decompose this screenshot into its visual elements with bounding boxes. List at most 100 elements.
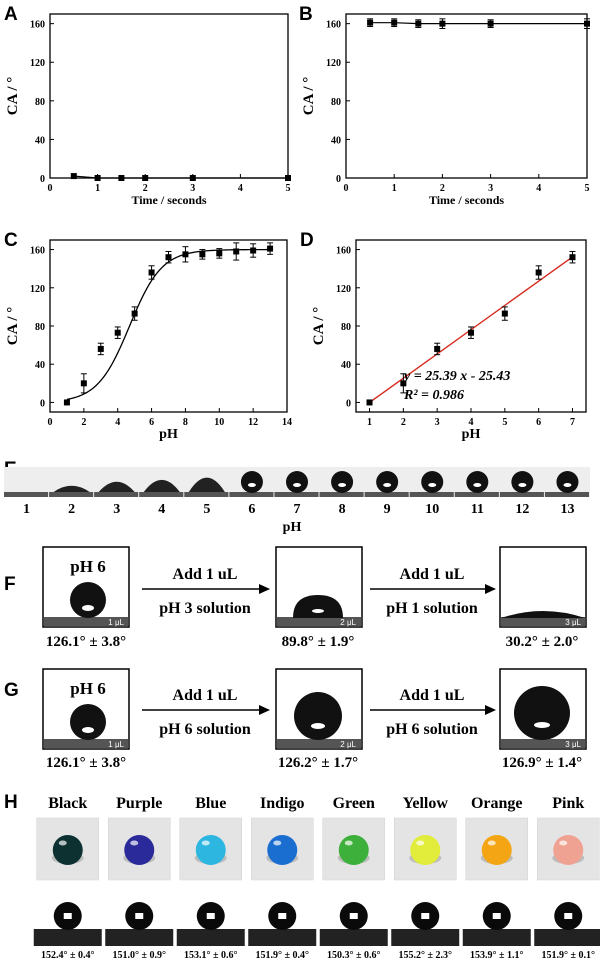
e-droplet-glare	[518, 483, 527, 487]
f-droplet-1-glare	[82, 605, 94, 611]
data-point	[468, 329, 474, 336]
h-substrate	[105, 929, 174, 946]
data-point	[367, 19, 374, 26]
e-droplet-glare	[563, 483, 572, 487]
h-droplet	[553, 835, 584, 865]
data-point	[391, 19, 398, 26]
chart-c: 0 2 4 6 8 10 12 14 0 40 80 120 160 pH CA / °	[5, 239, 292, 442]
y-tick-label: 0	[40, 398, 45, 409]
h-angle-label: 153.1° ± 0.6°	[184, 950, 238, 961]
x-tick-label: 5	[585, 183, 590, 194]
h-color-name: Purple	[116, 795, 162, 812]
data-point	[366, 399, 373, 406]
panel-g-sequence: pH 6 1 μL 126.1° ± 3.8° Add 1 uL pH 6 so…	[42, 668, 587, 771]
data-point	[501, 310, 508, 317]
x-tick-label: 8	[183, 417, 188, 428]
data-point	[114, 329, 121, 336]
y-tick-label: 40	[35, 135, 45, 146]
f-substrate-3	[501, 617, 585, 626]
h-color-name: Pink	[552, 795, 584, 812]
data-point	[63, 399, 70, 406]
y-tick-label: 0	[346, 398, 351, 409]
x-tick-label: 14	[282, 417, 292, 428]
e-ph-label: 13	[560, 502, 574, 517]
y-tick-label: 40	[331, 135, 341, 146]
e-droplet-glare	[428, 483, 437, 487]
h-profile-glare	[564, 913, 573, 919]
chart-b-frame	[345, 13, 588, 179]
x-tick-label: 10	[214, 417, 224, 428]
data-point	[97, 345, 104, 352]
e-substrate	[139, 492, 184, 497]
h-droplet-highlight	[487, 840, 496, 846]
e-ph-label: 1	[23, 502, 30, 517]
f-arrow-2-head	[485, 584, 496, 594]
h-droplet	[52, 835, 83, 865]
panel-letter-f: F	[4, 574, 16, 595]
y-tick-label: 160	[30, 246, 45, 257]
y-tick-label: 160	[326, 20, 341, 31]
y-tick-label: 40	[341, 360, 351, 371]
e-substrate	[319, 492, 364, 497]
g-angle-3: 126.9° ± 1.4°	[502, 755, 582, 771]
e-ph-label: 4	[158, 502, 165, 517]
panel-e-droplet-strip: 1 2 3 4 5 6 7 8 9 10 11 12 13	[4, 467, 590, 517]
e-droplet	[143, 479, 180, 492]
panel-f-sequence: pH 6 1 μL 126.1° ± 3.8° Add 1 uL pH 3 so…	[42, 546, 587, 650]
x-tick-label: 6	[536, 417, 541, 428]
h-droplet-highlight	[416, 840, 425, 846]
h-angle-label: 153.9° ± 1.1°	[470, 950, 524, 961]
g-droplet-2	[294, 692, 342, 740]
e-substrate	[409, 492, 454, 497]
e-ph-label: 8	[339, 502, 346, 517]
h-profile-glare	[206, 913, 215, 919]
x-tick-label: 12	[248, 417, 258, 428]
h-droplet	[481, 835, 512, 865]
y-tick-label: 0	[336, 174, 341, 185]
g-arrow-2-top: Add 1 uL	[400, 687, 465, 704]
data-point	[569, 254, 576, 261]
e-substrate	[364, 492, 409, 497]
e-substrate	[274, 492, 319, 497]
f-angle-1: 126.1° ± 3.8°	[46, 634, 126, 650]
f-arrow-1-top: Add 1 uL	[173, 566, 238, 583]
e-droplet	[240, 471, 263, 493]
data-point	[439, 20, 446, 27]
e-droplet-glare	[473, 483, 482, 487]
h-substrate	[33, 929, 102, 946]
f-substrate-2	[277, 617, 361, 626]
data-point	[148, 269, 155, 276]
data-point	[584, 20, 590, 27]
e-droplet-glare	[338, 483, 347, 487]
e-droplet-glare	[247, 483, 256, 487]
chart-a-xlabel: Time / seconds	[131, 193, 206, 207]
panel-h-colored-droplets: Black 152.4° ± 0.4° Purple 151.0° ± 0.9° Blu…	[33, 795, 600, 961]
e-substrate	[454, 492, 499, 497]
x-tick-label: 4	[115, 417, 120, 428]
g-angle-1: 126.1° ± 3.8°	[46, 755, 126, 771]
x-tick-label: 2	[401, 417, 406, 428]
y-tick-label: 160	[336, 246, 351, 257]
y-tick-label: 120	[326, 58, 341, 69]
data-point	[216, 250, 223, 257]
data-point	[182, 251, 189, 258]
x-tick-label: 4	[238, 183, 243, 194]
data-point	[118, 175, 125, 181]
e-droplet	[53, 485, 90, 492]
r-squared-label: R² = 0.986	[403, 388, 464, 403]
y-tick-label: 160	[30, 20, 45, 31]
e-droplet	[331, 471, 354, 493]
h-angle-label: 151.9° ± 0.1°	[542, 950, 596, 961]
f-droplet-2	[293, 595, 343, 618]
h-substrate	[391, 929, 460, 946]
h-droplet-highlight	[559, 840, 568, 846]
series-line	[73, 175, 288, 179]
h-droplet-highlight	[130, 840, 139, 846]
y-tick-label: 80	[35, 97, 45, 108]
h-angle-label: 150.3° ± 0.6°	[327, 950, 381, 961]
h-droplet-highlight	[201, 840, 210, 846]
y-tick-label: 120	[336, 284, 351, 295]
f-arrow-1-bottom: pH 3 solution	[159, 600, 251, 617]
f-droplet-3	[501, 611, 585, 618]
